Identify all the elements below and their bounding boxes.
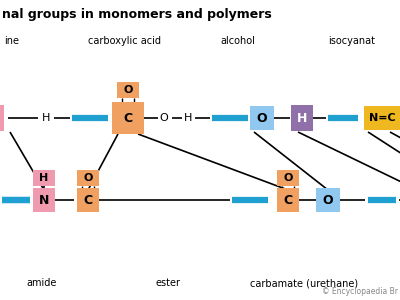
Text: O: O [323,194,333,206]
FancyBboxPatch shape [112,102,144,134]
Text: carbamate (urethane): carbamate (urethane) [250,278,358,288]
FancyBboxPatch shape [364,106,400,130]
Text: carboxylic acid: carboxylic acid [88,37,161,46]
Text: N=C: N=C [369,113,395,123]
Text: O: O [123,85,133,95]
Text: C: C [284,194,292,206]
FancyBboxPatch shape [33,170,55,186]
Text: O: O [160,113,168,123]
Text: amide: amide [27,278,57,288]
FancyBboxPatch shape [77,188,99,212]
FancyBboxPatch shape [77,170,99,186]
Text: O: O [283,173,293,183]
Text: O: O [257,112,267,124]
FancyBboxPatch shape [0,105,4,131]
FancyBboxPatch shape [250,106,274,130]
Text: nal groups in monomers and polymers: nal groups in monomers and polymers [2,8,272,21]
Text: H: H [297,112,307,124]
FancyBboxPatch shape [277,170,299,186]
Text: H: H [42,113,50,123]
Text: ester: ester [156,278,180,288]
FancyBboxPatch shape [117,82,139,98]
FancyBboxPatch shape [33,188,55,212]
FancyBboxPatch shape [316,188,340,212]
Text: ine: ine [4,37,19,46]
Text: isocyanat: isocyanat [328,37,375,46]
FancyBboxPatch shape [291,105,313,131]
Text: H: H [39,173,49,183]
Text: O: O [83,173,93,183]
Text: alcohol: alcohol [220,37,255,46]
Text: H: H [184,113,192,123]
Text: C: C [124,112,132,124]
Text: N: N [39,194,49,206]
Text: © Encyclopaedia Br: © Encyclopaedia Br [322,287,398,296]
FancyBboxPatch shape [277,188,299,212]
Text: C: C [84,194,92,206]
